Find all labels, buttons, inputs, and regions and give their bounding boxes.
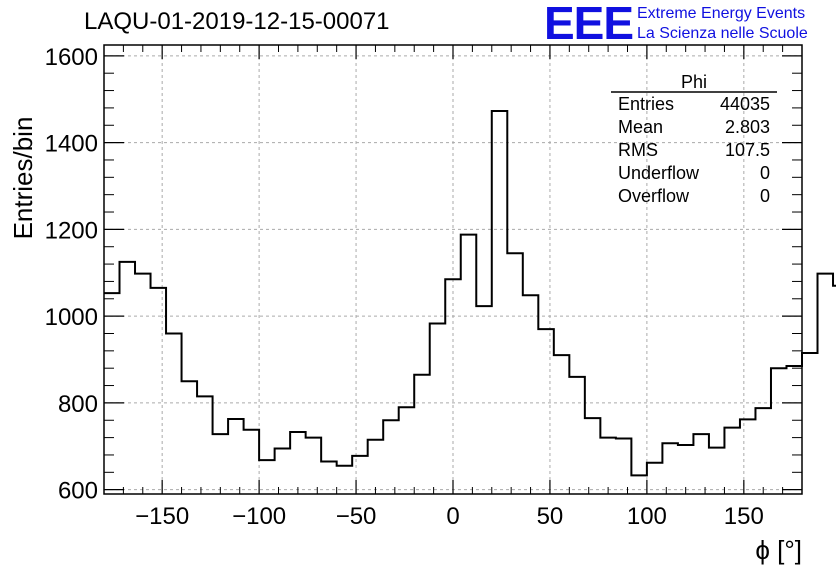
histogram-bin <box>120 262 136 494</box>
stats-box: Phi Entries 44035 Mean 2.803 RMS 107.5 Underfl… <box>611 72 777 206</box>
stats-label: Overflow <box>618 186 690 206</box>
histogram-bin <box>259 460 275 494</box>
histogram-bin <box>135 274 151 494</box>
histogram-bin <box>430 324 446 494</box>
histogram-bin <box>818 274 834 494</box>
histogram-bin <box>709 448 725 494</box>
grid-lines <box>104 45 802 494</box>
x-tick-label: −50 <box>336 503 377 530</box>
histogram-bin <box>321 461 337 494</box>
histogram-outline <box>104 109 836 477</box>
histogram-bin <box>476 306 492 494</box>
histogram-bin <box>724 428 740 494</box>
stats-value: 0 <box>760 186 770 206</box>
histogram-bin <box>352 456 368 494</box>
histogram-bin <box>275 448 291 494</box>
histogram-bin <box>368 440 384 494</box>
histogram-bin <box>616 438 632 494</box>
stats-value: 44035 <box>720 94 770 114</box>
histogram-bin <box>151 288 167 494</box>
eee-logo: EEE <box>544 0 634 49</box>
histogram-bin <box>306 438 322 494</box>
organization-name: Extreme Energy Events La Scienza nelle S… <box>637 4 808 44</box>
stats-title: Phi <box>681 72 707 92</box>
histogram-bin <box>104 293 120 494</box>
y-axis-label: Entries/bin <box>8 117 38 240</box>
histogram-bin <box>213 434 229 494</box>
x-tick-label: −100 <box>232 503 286 530</box>
plot-title: LAQU-01-2019-12-15-00071 <box>84 8 390 35</box>
histogram-bin <box>600 438 616 494</box>
histogram-bin <box>461 235 477 494</box>
histogram-bin <box>414 375 430 494</box>
histogram-bin <box>228 419 244 494</box>
histogram-bin <box>507 253 523 494</box>
y-tick-label: 800 <box>58 391 98 418</box>
histogram-bin <box>290 432 306 494</box>
histogram-bin <box>445 279 461 494</box>
y-tick-label: 600 <box>58 478 98 505</box>
histogram-bin <box>538 329 554 494</box>
histogram-bin <box>585 418 601 494</box>
histogram-bin <box>740 419 756 494</box>
histogram-bin <box>662 443 678 494</box>
histogram-bin <box>569 377 585 494</box>
y-tick-labels: 600 800 1000 1200 1400 1600 <box>45 44 98 505</box>
axis-ticks <box>103 45 803 494</box>
stats-value: 107.5 <box>725 140 770 160</box>
org-line-2: La Scienza nelle Scuole <box>637 25 808 42</box>
x-axis-label: ϕ [°] <box>755 535 802 565</box>
histogram-bin <box>337 466 353 494</box>
x-tick-label: 50 <box>537 503 564 530</box>
histogram-bin <box>523 295 539 494</box>
histogram-bin <box>693 434 709 494</box>
histogram-bin <box>678 445 694 494</box>
histogram-bin <box>631 475 647 494</box>
histogram-bin <box>166 333 182 494</box>
x-tick-label: 100 <box>627 503 667 530</box>
stats-label: RMS <box>618 140 658 160</box>
y-tick-label: 1400 <box>45 131 98 158</box>
stats-value: 0 <box>760 163 770 183</box>
stats-label: Underflow <box>618 163 700 183</box>
x-tick-label: 150 <box>724 503 764 530</box>
stats-value: 2.803 <box>725 117 770 137</box>
histogram-bin <box>197 396 213 494</box>
histogram-bin <box>383 420 399 494</box>
x-tick-labels: −150 −100 −50 0 50 100 150 <box>135 503 764 530</box>
plot-frame <box>103 44 803 495</box>
histogram-bin <box>647 463 663 494</box>
stats-label: Entries <box>618 94 674 114</box>
histogram-bin <box>399 407 415 494</box>
histogram-series <box>104 109 836 494</box>
x-tick-label: 0 <box>446 503 459 530</box>
histogram-bin <box>182 381 198 494</box>
x-tick-label: −150 <box>135 503 189 530</box>
histogram-bin <box>244 430 260 494</box>
y-tick-label: 1000 <box>45 304 98 331</box>
histogram-bin <box>554 355 570 494</box>
histogram-bin <box>802 353 818 494</box>
histogram-bin <box>771 368 787 494</box>
org-line-1: Extreme Energy Events <box>637 5 806 22</box>
y-tick-label: 1600 <box>45 44 98 71</box>
stats-label: Mean <box>618 117 663 137</box>
y-tick-label: 1200 <box>45 217 98 244</box>
histogram-bin <box>492 111 508 494</box>
histogram-bin <box>755 408 771 494</box>
histogram-bin <box>786 366 802 494</box>
